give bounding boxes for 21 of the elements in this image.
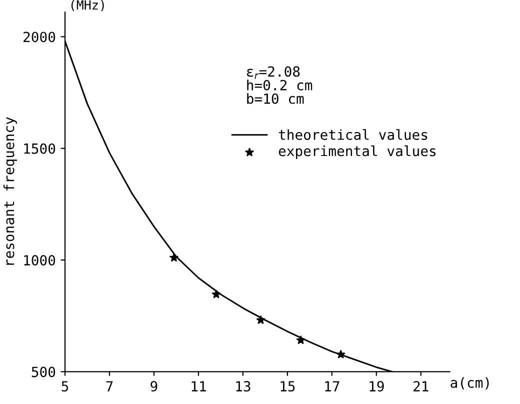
x-tick-label: 5	[62, 381, 68, 392]
y-axis-title: resonant frequency	[4, 117, 17, 265]
y-tick-label: 1500	[24, 143, 56, 154]
x-tick-label: 11	[192, 381, 206, 392]
y-tick-label: 2000	[24, 32, 56, 42]
x-tick-label: 7	[106, 381, 113, 392]
legend-label: theoretical values	[278, 129, 428, 140]
x-axis-title: a(cm)	[450, 377, 489, 390]
x-tick-label: 13	[236, 381, 250, 392]
annotation: ε$_{r}$=2.08	[247, 66, 300, 79]
legend-label: experimental values	[278, 145, 436, 159]
x-tick-label: 19	[370, 381, 384, 392]
y-tick-label: 1000	[24, 255, 56, 266]
x-tick-label: 9	[150, 381, 158, 392]
text: (MHz)	[71, 0, 104, 12]
annotation: h=0.2 cm	[247, 80, 312, 90]
y-tick-label: 500	[32, 366, 56, 378]
x-tick-label: 21	[414, 381, 428, 392]
annotation: b=10 cm	[247, 93, 304, 104]
x-tick-label: 15	[280, 381, 295, 392]
x-tick-label: 17	[325, 381, 340, 392]
